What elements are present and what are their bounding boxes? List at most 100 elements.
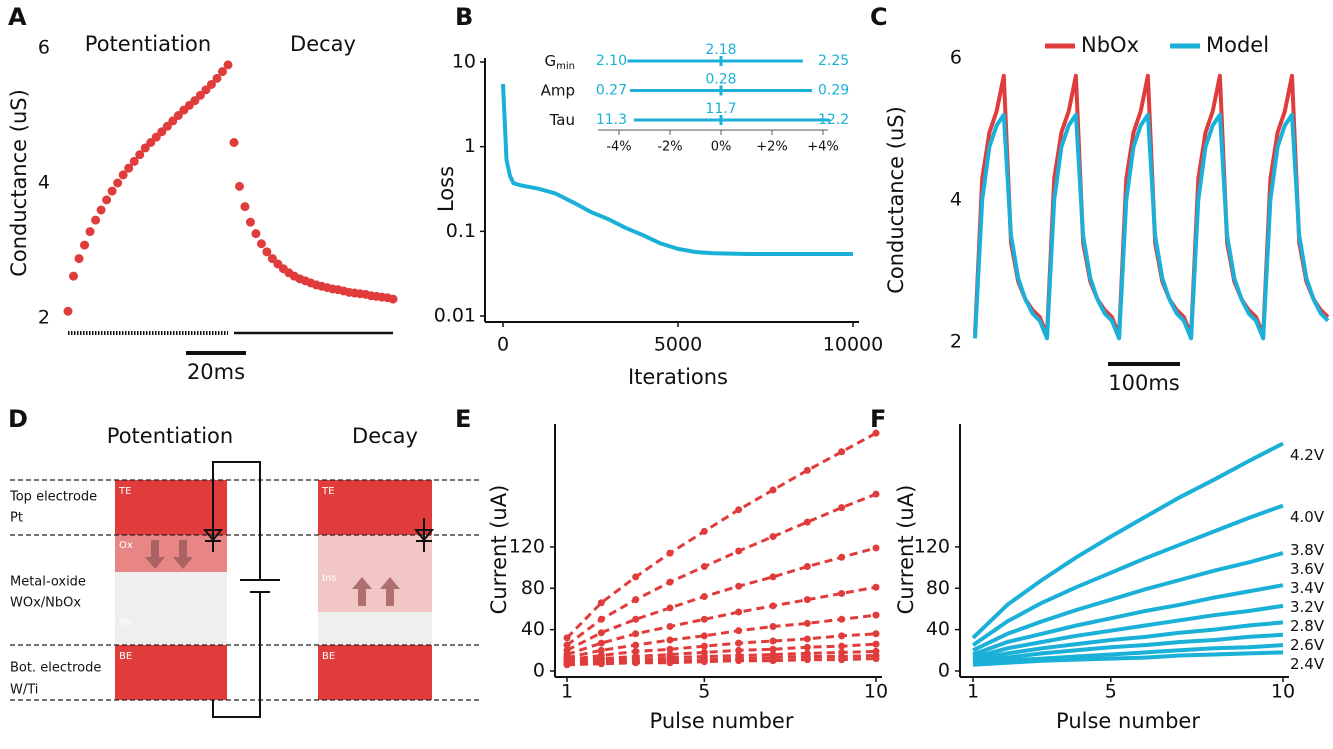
point [700, 615, 708, 623]
point [666, 578, 674, 586]
series-line [501, 83, 853, 256]
point [700, 632, 708, 640]
point [666, 645, 674, 653]
inset-tick-label: +2% [756, 140, 788, 155]
point [388, 294, 398, 304]
region-label: Ins [322, 573, 337, 584]
x-tick-label: 1 [967, 681, 979, 703]
legend-label: NbOx [1081, 33, 1139, 57]
region-label: TE [118, 486, 131, 497]
panel-letter: E [455, 405, 471, 433]
point [168, 116, 178, 126]
vacancy-layer [318, 612, 432, 645]
point [201, 85, 211, 95]
series-label: 3.2V [1290, 598, 1325, 616]
inset-low: 11.3 [596, 112, 627, 128]
y-tick-label: 80 [521, 577, 545, 599]
layer-name: Top electrode [9, 490, 97, 505]
bottom-electrode [318, 645, 432, 700]
y-tick-label: 40 [521, 618, 545, 640]
panel-d: D Potentiation Decay Top el [8, 405, 480, 718]
point [69, 271, 79, 281]
x-tick-label: 1 [561, 681, 573, 703]
series-line [566, 492, 877, 647]
wire [212, 461, 261, 718]
point [803, 596, 811, 604]
top-electrode [115, 480, 227, 535]
layer-material: W/Ti [10, 683, 38, 698]
layer-name: Bot. electrode [10, 661, 101, 676]
y-tick-label: 4 [38, 172, 50, 194]
point [113, 178, 123, 188]
y-axis-title: Current (uA) [487, 485, 511, 615]
point [700, 563, 708, 571]
point [803, 563, 811, 571]
point [735, 646, 743, 654]
series-label: 2.4V [1290, 655, 1325, 673]
point [838, 656, 846, 664]
layer-lines [10, 479, 480, 701]
point [803, 643, 811, 651]
point [666, 623, 674, 631]
point [124, 163, 134, 173]
top-electrode [318, 480, 432, 535]
inset-mid: 2.18 [705, 42, 736, 58]
point [769, 657, 777, 665]
arrow-down [145, 540, 165, 569]
y-tick-label: 4 [950, 189, 962, 211]
point [151, 132, 161, 142]
chart: B 0.01 0.1 1 10 0 5000 10000 Loss Iterations -4% -2… [434, 3, 884, 389]
point [838, 553, 846, 561]
inset-tick-label: -4% [606, 140, 631, 155]
series-line [972, 620, 1284, 662]
layer-material: WOx/NbOx [10, 596, 81, 611]
point [735, 639, 743, 647]
y-tick-label: 120 [509, 535, 545, 557]
y-tick-label: 10 [452, 51, 476, 73]
x-axis-title: Pulse number [1056, 709, 1200, 733]
series-line [971, 503, 1284, 647]
point [632, 659, 640, 667]
series-label: 2.6V [1290, 636, 1325, 654]
point [838, 504, 846, 512]
x-tick-label: 10 [864, 681, 888, 703]
series-header: Potentiation [85, 32, 211, 56]
series-label: 4.0V [1290, 508, 1325, 526]
point [769, 573, 777, 581]
x-axis-title: Pulse number [650, 709, 794, 733]
point [118, 170, 128, 180]
inset-low: 0.27 [596, 83, 627, 99]
series-line [972, 643, 1284, 666]
point [700, 658, 708, 666]
layer-material: Pt [10, 511, 23, 526]
point [666, 659, 674, 667]
point [229, 138, 239, 147]
y-tick-label: 0 [938, 660, 950, 682]
arrow-down [173, 540, 193, 569]
x-tick-label: 5000 [654, 334, 702, 356]
point [632, 630, 640, 638]
chart: A 2 4 6 Conductance (uS) Potentiation Decay 20m… [7, 3, 398, 384]
inset-high: 0.29 [818, 83, 849, 99]
point [735, 657, 743, 665]
point [769, 623, 777, 631]
inset-low: 2.10 [596, 53, 627, 69]
series-line [972, 603, 1284, 660]
point [162, 121, 172, 131]
point [223, 60, 233, 70]
region-label: TE [321, 486, 334, 497]
x-tick-label: 5 [1105, 681, 1117, 703]
point [700, 642, 708, 650]
series-label: 4.2V [1290, 446, 1325, 464]
series-line [973, 112, 1330, 341]
y-tick-label: 120 [914, 535, 950, 557]
diode [413, 518, 435, 552]
point [597, 646, 605, 654]
row-name: G [545, 52, 557, 70]
inset-mid: 11.7 [705, 101, 736, 117]
point [140, 143, 150, 153]
y-tick-label: 0 [533, 660, 545, 682]
scale-bar-label: 100ms [1108, 371, 1179, 395]
point [735, 608, 743, 616]
series-line [972, 650, 1284, 667]
